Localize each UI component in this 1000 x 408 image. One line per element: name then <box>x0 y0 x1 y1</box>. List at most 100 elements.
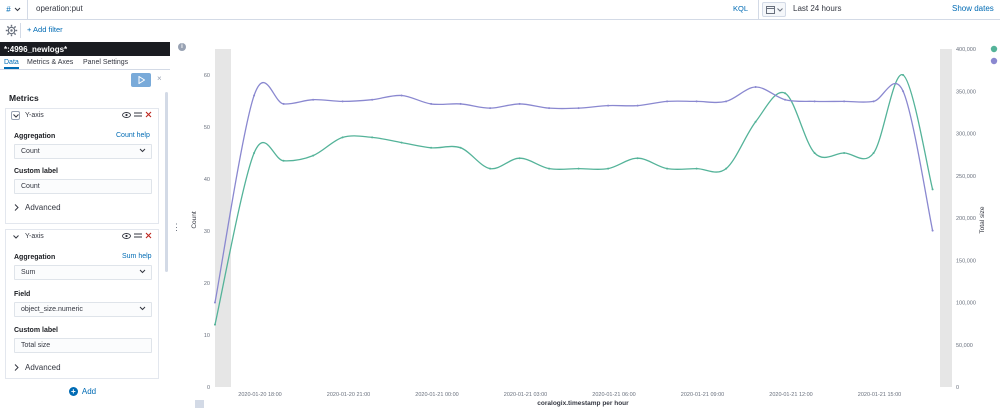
data-point-count[interactable] <box>400 141 403 144</box>
tab-data[interactable]: Data <box>4 59 19 69</box>
data-point-count[interactable] <box>371 136 374 139</box>
data-point-count[interactable] <box>214 323 216 326</box>
legend-toggle[interactable] <box>195 400 204 408</box>
data-point-count[interactable] <box>636 157 639 160</box>
y-right-tick-label: 300,000 <box>956 132 976 138</box>
add-filter-button[interactable]: + Add filter <box>27 25 63 34</box>
data-point-count[interactable] <box>872 152 875 154</box>
data-point-count[interactable] <box>577 167 580 170</box>
custom-label-input[interactable]: Count <box>14 179 152 194</box>
query-language-selector[interactable]: # <box>0 0 28 19</box>
series-line-total-size[interactable] <box>214 81 934 303</box>
tab-metrics-axes[interactable]: Metrics & Axes <box>27 59 74 66</box>
legend-dot-total-size[interactable] <box>990 57 998 65</box>
tab-panel-settings[interactable]: Panel Settings <box>83 59 129 66</box>
date-quick-menu-button[interactable] <box>762 2 786 17</box>
data-point-total-size[interactable] <box>902 90 905 93</box>
data-point-total-size[interactable] <box>312 98 315 101</box>
show-dates-link[interactable]: Show dates <box>952 4 994 13</box>
eye-icon[interactable] <box>122 111 131 118</box>
close-icon[interactable] <box>145 232 152 239</box>
data-point-count[interactable] <box>607 167 610 170</box>
data-point-total-size[interactable] <box>548 107 551 110</box>
data-point-total-size[interactable] <box>253 94 256 97</box>
search-input[interactable]: operation:put <box>36 4 83 13</box>
close-icon[interactable]: × <box>157 74 162 83</box>
data-point-total-size[interactable] <box>931 229 934 232</box>
data-point-count[interactable] <box>312 154 315 157</box>
data-point-total-size[interactable] <box>813 100 816 103</box>
data-point-total-size[interactable] <box>341 100 344 103</box>
custom-label-input[interactable]: Total size <box>14 338 152 353</box>
data-point-total-size[interactable] <box>214 301 216 304</box>
data-point-count[interactable] <box>725 167 728 170</box>
apply-bar: × <box>0 71 170 89</box>
data-point-total-size[interactable] <box>371 98 374 101</box>
data-point-count[interactable] <box>931 188 934 191</box>
data-point-count[interactable] <box>253 152 256 154</box>
gear-icon[interactable] <box>5 24 18 37</box>
data-point-total-size[interactable] <box>430 102 433 105</box>
data-point-total-size[interactable] <box>518 102 521 105</box>
advanced-label: Advanced <box>25 363 61 372</box>
eye-icon[interactable] <box>122 232 131 239</box>
x-tick-label: 2020-01-21 09:00 <box>681 392 724 398</box>
drag-handle-icon[interactable] <box>134 233 142 238</box>
data-point-count[interactable] <box>518 157 521 160</box>
data-point-count[interactable] <box>341 136 344 139</box>
data-point-count[interactable] <box>282 159 285 162</box>
legend-dot-count[interactable] <box>990 45 998 53</box>
data-point-count[interactable] <box>459 146 462 149</box>
data-point-count[interactable] <box>813 152 816 154</box>
x-tick-label: 2020-01-20 18:00 <box>238 392 281 398</box>
data-point-total-size[interactable] <box>400 94 403 97</box>
apply-changes-button[interactable] <box>131 73 151 87</box>
data-point-total-size[interactable] <box>459 102 462 105</box>
data-point-count[interactable] <box>548 167 551 170</box>
add-metric-button[interactable]: + Add <box>0 384 165 398</box>
info-icon[interactable]: i <box>178 43 186 51</box>
kql-toggle[interactable]: KQL <box>733 4 749 13</box>
data-point-count[interactable] <box>784 92 787 95</box>
metric-panel-header: Y-axis <box>6 109 158 123</box>
date-range-text[interactable]: Last 24 hours <box>793 4 842 13</box>
data-point-total-size[interactable] <box>872 100 875 103</box>
data-point-count[interactable] <box>843 152 846 154</box>
scrollbar[interactable] <box>165 92 168 272</box>
collapse-toggle[interactable] <box>11 111 20 120</box>
data-point-count[interactable] <box>902 74 905 76</box>
advanced-toggle[interactable]: Advanced <box>14 203 61 212</box>
metric-title: Y-axis <box>25 112 44 119</box>
data-point-count[interactable] <box>695 167 698 170</box>
y-left-tick-label: 0 <box>207 385 210 391</box>
hash-icon: # <box>6 5 11 14</box>
data-point-total-size[interactable] <box>843 100 846 103</box>
data-point-total-size[interactable] <box>725 100 728 103</box>
data-point-total-size[interactable] <box>695 100 698 103</box>
data-point-total-size[interactable] <box>282 102 285 105</box>
data-point-count[interactable] <box>489 167 492 170</box>
count-help-link[interactable]: Count help <box>116 132 150 139</box>
close-icon[interactable] <box>145 111 152 118</box>
data-point-total-size[interactable] <box>754 86 757 89</box>
data-point-total-size[interactable] <box>577 107 580 110</box>
advanced-toggle[interactable]: Advanced <box>14 363 61 372</box>
chevron-down-icon <box>12 234 19 239</box>
data-point-count[interactable] <box>754 120 757 123</box>
data-point-count[interactable] <box>666 167 669 170</box>
data-point-count[interactable] <box>430 146 433 149</box>
data-point-total-size[interactable] <box>489 107 492 110</box>
series-line-count[interactable] <box>214 74 934 325</box>
collapse-toggle[interactable] <box>11 232 20 241</box>
metric-panel-header: Y-axis <box>6 230 158 244</box>
aggregation-select[interactable]: Count <box>14 144 152 159</box>
data-point-total-size[interactable] <box>666 100 669 103</box>
data-point-total-size[interactable] <box>784 98 787 101</box>
drag-handle-icon[interactable] <box>134 112 142 117</box>
sum-help-link[interactable]: Sum help <box>122 253 152 260</box>
resize-handle[interactable]: ⋮ <box>172 222 181 232</box>
aggregation-select[interactable]: Sum <box>14 265 152 280</box>
field-select[interactable]: object_size.numeric <box>14 302 152 317</box>
data-point-total-size[interactable] <box>636 104 639 107</box>
data-point-total-size[interactable] <box>607 104 610 107</box>
